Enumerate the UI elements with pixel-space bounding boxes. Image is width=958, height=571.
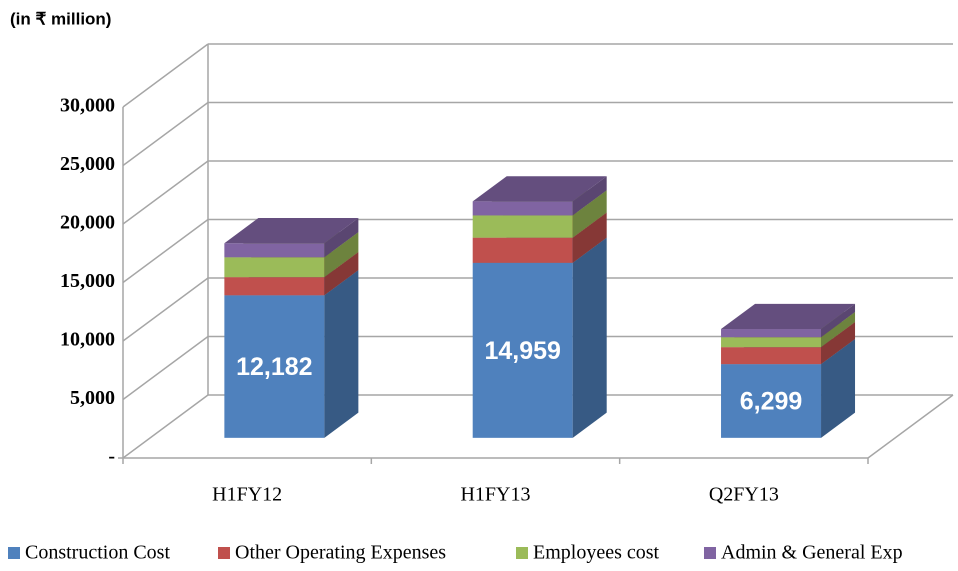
x-tick-label: H1FY12 xyxy=(212,484,282,506)
legend-label: Construction Cost xyxy=(25,542,170,564)
bar-side xyxy=(821,312,856,348)
bar-top xyxy=(224,218,359,244)
bar-front xyxy=(721,364,822,438)
legend-swatch xyxy=(704,547,716,559)
legend-swatch xyxy=(218,547,230,559)
grid-line xyxy=(122,43,209,108)
grid-line xyxy=(122,218,209,284)
legend-label: Employees cost xyxy=(533,542,660,564)
bar-top xyxy=(472,176,607,202)
bar-side xyxy=(324,270,359,438)
bar-side xyxy=(821,303,856,338)
bar-side xyxy=(572,176,607,216)
bar-top xyxy=(721,303,856,330)
legend-label: Admin & General Exp xyxy=(721,542,903,564)
bar-front xyxy=(472,215,573,238)
bar-front xyxy=(721,337,822,348)
bar-side xyxy=(324,232,359,278)
bar-side xyxy=(324,218,359,258)
bar-front xyxy=(721,347,822,365)
y-tick-label: 10,000 xyxy=(60,329,115,351)
legend-swatch xyxy=(516,547,528,559)
bar-front xyxy=(224,257,325,278)
grid-line xyxy=(122,335,209,401)
data-label: 12,182 xyxy=(236,353,312,381)
grid-line xyxy=(122,277,209,342)
bar-front xyxy=(721,329,822,338)
data-label: 14,959 xyxy=(484,337,560,365)
legend-label: Other Operating Expenses xyxy=(235,542,446,564)
x-tick-label: Q2FY13 xyxy=(709,484,779,506)
bar-front xyxy=(224,277,325,296)
y-tick-label: 20,000 xyxy=(60,212,115,234)
bar-front xyxy=(472,262,573,438)
y-tick-label: 30,000 xyxy=(60,95,115,117)
bar-side xyxy=(572,212,607,263)
y-tick-label: - xyxy=(108,446,115,468)
bar-side xyxy=(572,190,607,238)
legend-swatch xyxy=(8,547,20,559)
chart-title: (in ₹ million) xyxy=(10,9,111,28)
bar-front xyxy=(472,201,573,216)
x-tick-label: H1FY13 xyxy=(460,484,530,506)
y-tick-label: 5,000 xyxy=(70,387,115,409)
data-label: 6,299 xyxy=(740,388,803,416)
bar-front xyxy=(224,243,325,258)
bar-front xyxy=(224,295,325,438)
y-tick-label: 15,000 xyxy=(60,270,115,292)
bar-front xyxy=(472,237,573,263)
floor-right xyxy=(867,394,954,459)
bar-side xyxy=(821,321,856,365)
bar-side xyxy=(572,237,607,438)
y-tick-label: 25,000 xyxy=(60,153,115,175)
floor-left xyxy=(122,394,209,459)
grid-line xyxy=(122,101,209,167)
grid-line xyxy=(122,160,209,225)
bar-side xyxy=(324,251,359,296)
bar-side xyxy=(821,338,856,438)
